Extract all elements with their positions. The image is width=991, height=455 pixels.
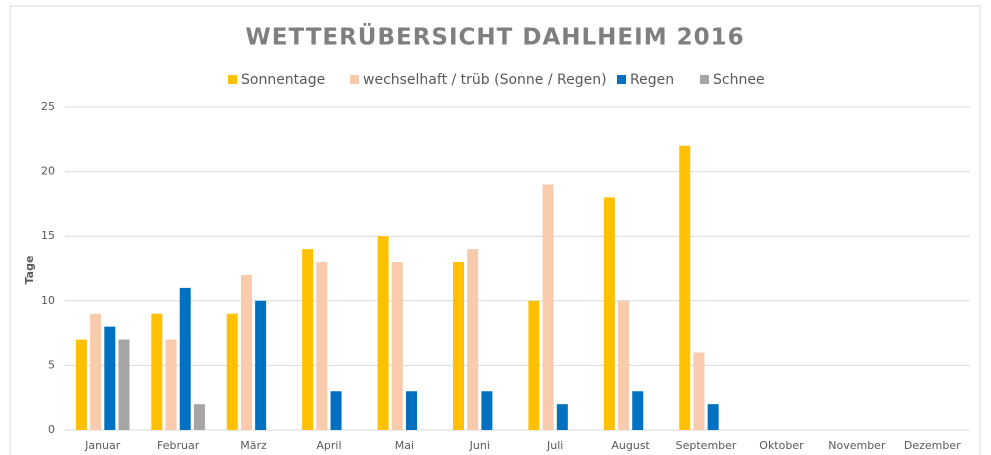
bar bbox=[391, 262, 403, 430]
bar bbox=[377, 236, 389, 430]
chart-title: WETTERÜBERSICHT DAHLHEIM 2016 bbox=[245, 23, 744, 51]
bar bbox=[632, 391, 644, 430]
bar bbox=[316, 262, 328, 430]
bar bbox=[226, 313, 238, 430]
legend-swatch bbox=[228, 75, 237, 84]
bar bbox=[603, 197, 615, 430]
y-tick-label: 25 bbox=[41, 100, 55, 113]
legend-label: Regen bbox=[630, 72, 674, 88]
bar bbox=[240, 274, 252, 430]
bar bbox=[330, 391, 342, 430]
bar bbox=[193, 404, 205, 430]
bar bbox=[75, 339, 87, 430]
bar bbox=[405, 391, 417, 430]
bar bbox=[151, 313, 163, 430]
legend-label: Schnee bbox=[713, 72, 765, 88]
bar bbox=[452, 262, 464, 430]
bar bbox=[104, 326, 116, 430]
x-tick-label: September bbox=[676, 439, 737, 452]
bar bbox=[542, 184, 554, 430]
bar bbox=[556, 404, 568, 430]
y-tick-label: 20 bbox=[41, 165, 55, 178]
x-tick-label: August bbox=[611, 439, 650, 452]
x-tick-label: Januar bbox=[84, 439, 121, 452]
x-tick-label: Dezember bbox=[904, 439, 961, 452]
bar bbox=[165, 339, 177, 430]
y-axis-label: Tage bbox=[23, 256, 36, 285]
x-tick-label: Oktober bbox=[759, 439, 804, 452]
x-tick-label: Februar bbox=[157, 439, 200, 452]
bar bbox=[693, 352, 705, 430]
bar bbox=[467, 249, 479, 430]
legend-swatch bbox=[350, 75, 359, 84]
x-tick-label: April bbox=[316, 439, 341, 452]
legend-label: Sonnentage bbox=[241, 72, 325, 88]
x-tick-label: Mai bbox=[395, 439, 414, 452]
bar bbox=[618, 300, 630, 430]
bar bbox=[118, 339, 130, 430]
bar bbox=[90, 313, 102, 430]
bar bbox=[679, 145, 691, 430]
x-tick-label: März bbox=[240, 439, 267, 452]
y-tick-label: 15 bbox=[41, 229, 55, 242]
bar bbox=[707, 404, 719, 430]
legend-label: wechselhaft / trüb (Sonne / Regen) bbox=[363, 72, 607, 88]
bar bbox=[528, 300, 540, 430]
x-tick-label: Juni bbox=[469, 439, 490, 452]
bar bbox=[255, 300, 267, 430]
bar bbox=[302, 249, 314, 430]
x-tick-label: Juli bbox=[546, 439, 563, 452]
legend-swatch bbox=[617, 75, 626, 84]
bar bbox=[179, 287, 191, 430]
bar bbox=[481, 391, 493, 430]
legend-swatch bbox=[700, 75, 709, 84]
y-tick-label: 5 bbox=[48, 358, 55, 371]
y-tick-label: 0 bbox=[48, 423, 55, 436]
y-tick-label: 10 bbox=[41, 294, 55, 307]
x-tick-label: November bbox=[828, 439, 886, 452]
